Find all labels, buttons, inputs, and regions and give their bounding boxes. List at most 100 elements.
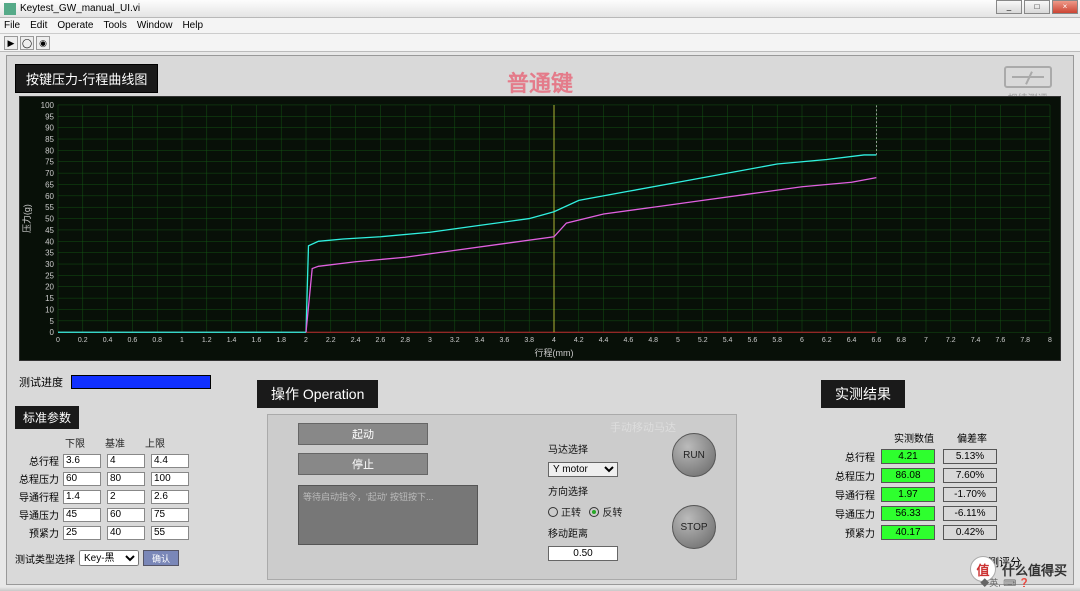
menu-help[interactable]: Help [182,20,203,31]
svg-text:5: 5 [676,337,680,344]
result-title: 实测结果 [821,380,905,408]
std-value-input[interactable] [151,526,189,540]
result-value: 4.21 [881,449,935,464]
result-panel: 实测结果 实测数值偏差率总行程4.215.13%总程压力86.087.60%导通… [821,380,1061,570]
operation-title: 操作 Operation [257,380,378,408]
menu-operate[interactable]: Operate [57,20,93,31]
toolbar: ▶ ◯ ◉ [0,34,1080,52]
svg-text:5: 5 [50,317,55,326]
svg-text:3.6: 3.6 [500,337,510,344]
svg-text:10: 10 [45,305,54,314]
result-deviation: 5.13% [943,449,997,464]
std-value-input[interactable] [151,508,189,522]
direction-label: 方向选择 [548,483,602,498]
svg-text:5.4: 5.4 [723,337,733,344]
std-value-input[interactable] [107,454,145,468]
motor-stop-button[interactable]: STOP [672,505,716,549]
std-value-input[interactable] [63,508,101,522]
svg-text:15: 15 [45,294,54,303]
menu-tools[interactable]: Tools [104,20,127,31]
std-value-input[interactable] [107,526,145,540]
window-titlebar: Keytest_GW_manual_UI.vi _ □ × [0,0,1080,18]
svg-text:4.2: 4.2 [574,337,584,344]
status-message-box: 等待启动指令，'起动' 按钮按下... [298,485,478,545]
result-header: 偏差率 [943,430,1001,445]
svg-text:2.6: 2.6 [376,337,386,344]
svg-text:5.2: 5.2 [698,337,708,344]
svg-text:4.4: 4.4 [599,337,609,344]
std-row-label: 导通压力 [15,507,63,522]
svg-text:0.6: 0.6 [128,337,138,344]
std-value-input[interactable] [63,490,101,504]
svg-text:1.4: 1.4 [227,337,237,344]
stop-icon[interactable]: ◉ [36,36,50,50]
std-value-input[interactable] [151,490,189,504]
menu-edit[interactable]: Edit [30,20,47,31]
app-icon [4,3,16,15]
svg-text:6.8: 6.8 [896,337,906,344]
svg-text:1.2: 1.2 [202,337,212,344]
dir-reverse-label: 反转 [602,504,622,519]
std-value-input[interactable] [107,508,145,522]
test-type-select[interactable]: Key-黑 [79,550,139,566]
svg-text:6: 6 [800,337,804,344]
result-value: 1.97 [881,487,935,502]
dir-reverse-radio[interactable] [589,507,599,517]
result-row-label: 总行程 [821,449,881,464]
menu-window[interactable]: Window [137,20,173,31]
minimize-button[interactable]: _ [996,0,1022,14]
result-deviation: 7.60% [943,468,997,483]
svg-text:50: 50 [45,215,54,224]
std-value-input[interactable] [151,472,189,486]
std-header: 基准 [105,435,125,450]
svg-text:8: 8 [1048,337,1052,344]
svg-text:7.6: 7.6 [996,337,1006,344]
result-row-label: 导通行程 [821,487,881,502]
svg-text:1.8: 1.8 [276,337,286,344]
std-value-input[interactable] [63,472,101,486]
operation-panel: 操作 Operation 起动 停止 等待启动指令，'起动' 按钮按下... 手… [257,380,737,580]
statusbar [0,587,1080,591]
motor-select[interactable]: Y motor [548,462,618,477]
std-value-input[interactable] [151,454,189,468]
result-row-label: 导通压力 [821,506,881,521]
maximize-button[interactable]: □ [1024,0,1050,14]
std-title: 标准参数 [15,406,79,429]
svg-text:6.4: 6.4 [847,337,857,344]
result-deviation: 0.42% [943,525,997,540]
menu-file[interactable]: File [4,20,20,31]
svg-text:7.4: 7.4 [971,337,981,344]
result-deviation: -1.70% [943,487,997,502]
test-type-confirm-button[interactable]: 确认 [143,550,179,566]
svg-text:7.2: 7.2 [946,337,956,344]
svg-text:20: 20 [45,283,54,292]
result-value: 56.33 [881,506,935,521]
std-value-input[interactable] [63,526,101,540]
distance-input[interactable] [548,546,618,561]
start-button[interactable]: 起动 [298,423,428,445]
svg-text:2.8: 2.8 [400,337,410,344]
std-value-input[interactable] [63,454,101,468]
svg-text:55: 55 [45,203,54,212]
run-icon[interactable]: ▶ [4,36,18,50]
motor-run-button[interactable]: RUN [672,433,716,477]
svg-text:35: 35 [45,249,54,258]
abort-icon[interactable]: ◯ [20,36,34,50]
svg-text:行程(mm): 行程(mm) [535,347,574,358]
chart-title: 按键压力-行程曲线图 [15,64,158,93]
distance-label: 移动距离 [548,525,602,540]
std-value-input[interactable] [107,472,145,486]
svg-text:2.4: 2.4 [351,337,361,344]
dir-forward-radio[interactable] [548,507,558,517]
progress-label: 测试进度 [19,374,63,390]
std-value-input[interactable] [107,490,145,504]
stop-button[interactable]: 停止 [298,453,428,475]
svg-text:60: 60 [45,192,54,201]
svg-text:1.6: 1.6 [252,337,262,344]
std-header: 上限 [145,435,165,450]
close-button[interactable]: × [1052,0,1078,14]
standard-params-panel: 标准参数 下限基准上限总行程总程压力导通行程导通压力预紧力 测试类型选择 Key… [15,406,225,566]
progress-bar [71,375,211,389]
result-value: 86.08 [881,468,935,483]
svg-text:5.8: 5.8 [772,337,782,344]
